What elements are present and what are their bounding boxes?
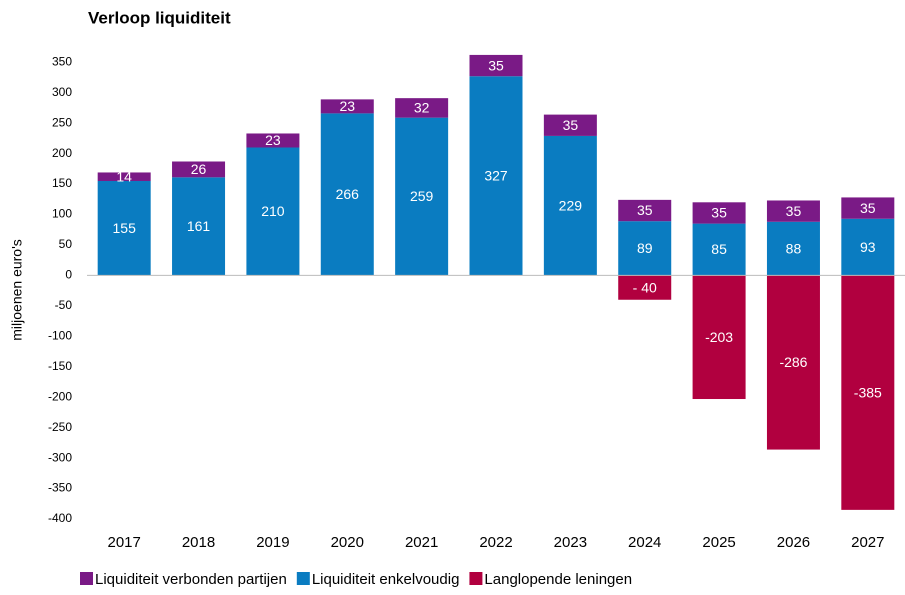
- bar-segment: [97, 172, 151, 181]
- data-label: 35: [860, 200, 876, 216]
- x-tick-label: 2024: [628, 534, 661, 551]
- bar-segment: [692, 202, 746, 224]
- x-tick-label: 2021: [405, 534, 438, 551]
- data-label: 23: [265, 132, 281, 148]
- bar-segment: [320, 113, 374, 276]
- data-label: 93: [860, 239, 876, 255]
- legend-swatch: [80, 572, 93, 585]
- y-tick-label: 150: [52, 176, 72, 190]
- y-tick-label: -100: [48, 328, 72, 342]
- bar-segment: [618, 275, 672, 300]
- y-tick-label: 50: [59, 237, 73, 251]
- data-label: 229: [559, 197, 583, 213]
- bar-segment: [841, 197, 895, 219]
- bar-segment: [97, 180, 151, 276]
- chart-title: Verloop liquiditeit: [88, 8, 231, 27]
- x-tick-label: 2017: [107, 534, 140, 551]
- data-label: 266: [336, 186, 360, 202]
- data-label: 35: [488, 57, 504, 73]
- bar-segment: [692, 275, 746, 400]
- bar-segment: [469, 76, 523, 276]
- bar-segment: [692, 223, 746, 276]
- x-tick-label: 2027: [851, 534, 884, 551]
- data-label: 259: [410, 188, 434, 204]
- legend-swatch: [296, 572, 310, 585]
- data-label: 89: [637, 240, 653, 256]
- bar-segment: [246, 147, 300, 276]
- data-label: 32: [414, 100, 430, 116]
- y-tick-label: 100: [52, 207, 72, 221]
- bar-segment: [395, 117, 449, 276]
- y-tick-label: -250: [48, 420, 72, 434]
- data-label: -203: [705, 329, 733, 345]
- data-label: - 40: [633, 279, 657, 295]
- bar-segment: [469, 54, 523, 77]
- data-label: 35: [637, 202, 653, 218]
- bar-segment: [543, 114, 597, 136]
- bar-segment: [766, 221, 820, 276]
- bar-segment: [395, 98, 449, 118]
- legend-label: Liquiditeit enkelvoudig: [312, 571, 460, 588]
- data-label: 88: [786, 240, 802, 256]
- y-tick-label: -200: [48, 389, 72, 403]
- data-label: 35: [786, 203, 802, 219]
- bar-segment: [172, 177, 226, 276]
- bar-segment: [246, 133, 300, 148]
- y-tick-label: -50: [55, 298, 73, 312]
- bar-segment: [766, 275, 820, 450]
- data-label: 14: [116, 168, 132, 184]
- x-tick-label: 2019: [256, 534, 289, 551]
- y-tick-label: 200: [52, 146, 72, 160]
- x-tick-label: 2025: [702, 534, 735, 551]
- y-axis-title: miljoenen euro's: [9, 239, 25, 341]
- bar-segment: [320, 99, 374, 114]
- data-label: 155: [113, 220, 137, 236]
- bar-segment: [766, 200, 820, 222]
- y-tick-label: 350: [52, 54, 72, 68]
- data-label: 161: [187, 218, 211, 234]
- legend-swatch: [469, 572, 483, 585]
- data-label: -385: [854, 384, 882, 400]
- data-label: 85: [711, 241, 727, 257]
- bar-segment: [172, 161, 226, 178]
- data-label: 35: [711, 205, 727, 221]
- x-tick-label: 2026: [777, 534, 810, 551]
- bar-segment: [618, 221, 672, 276]
- y-tick-label: 250: [52, 115, 72, 129]
- y-tick-label: -400: [48, 511, 72, 525]
- x-tick-label: 2022: [479, 534, 512, 551]
- bar-segment: [841, 275, 895, 510]
- y-tick-label: -300: [48, 450, 72, 464]
- data-label: 23: [339, 98, 355, 114]
- y-tick-label: -150: [48, 359, 72, 373]
- data-label: 35: [563, 117, 579, 133]
- data-label: -286: [779, 354, 807, 370]
- x-tick-label: 2023: [554, 534, 587, 551]
- x-tick-label: 2018: [182, 534, 215, 551]
- x-tick-label: 2020: [331, 534, 364, 551]
- bar-segment: [841, 218, 895, 276]
- legend-label: Liquiditeit verbonden partijen: [95, 571, 287, 588]
- data-label: 210: [261, 203, 285, 219]
- data-label: 26: [191, 161, 207, 177]
- y-tick-label: 300: [52, 85, 72, 99]
- y-tick-label: 0: [65, 268, 72, 282]
- bar-segment: [543, 135, 597, 276]
- bar-segment: [618, 199, 672, 222]
- data-label: 327: [484, 168, 508, 184]
- y-tick-label: -350: [48, 481, 72, 495]
- legend-label: Langlopende leningen: [484, 571, 632, 588]
